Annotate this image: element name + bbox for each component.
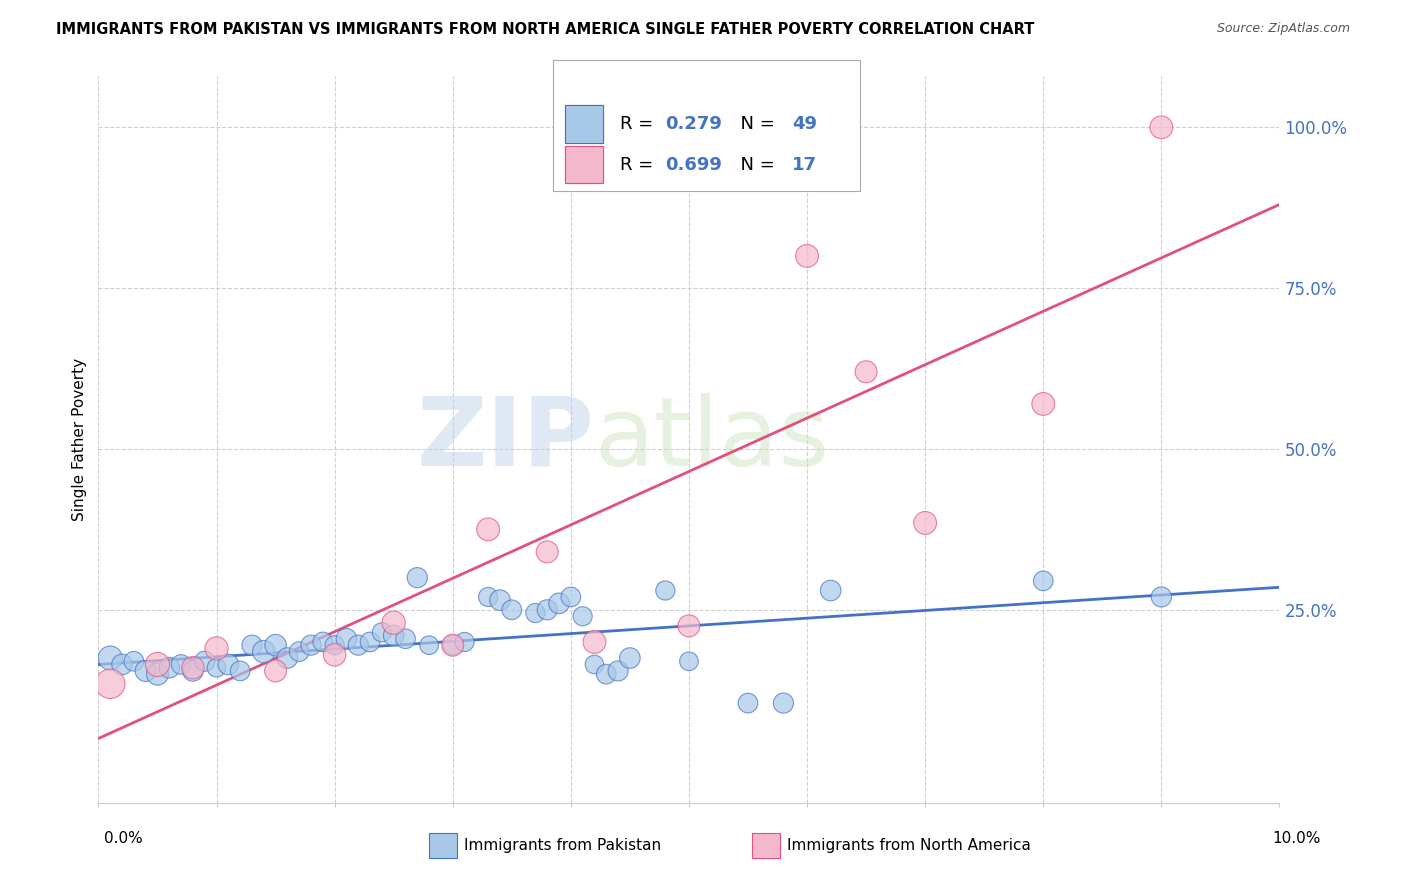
Point — [1032, 397, 1054, 411]
Point — [737, 696, 759, 710]
Point — [477, 522, 499, 536]
Point — [583, 635, 606, 649]
Point — [240, 638, 263, 652]
Point — [536, 545, 558, 559]
Point — [820, 583, 842, 598]
Text: atlas: atlas — [595, 392, 830, 486]
Point — [441, 638, 464, 652]
Y-axis label: Single Father Poverty: Single Father Poverty — [72, 358, 87, 521]
Point — [560, 590, 582, 604]
Point — [796, 249, 818, 263]
Point — [371, 625, 394, 640]
Text: IMMIGRANTS FROM PAKISTAN VS IMMIGRANTS FROM NORTH AMERICA SINGLE FATHER POVERTY : IMMIGRANTS FROM PAKISTAN VS IMMIGRANTS F… — [56, 22, 1035, 37]
FancyBboxPatch shape — [553, 60, 860, 191]
Point — [477, 590, 499, 604]
Point — [205, 641, 228, 656]
Text: 0.0%: 0.0% — [104, 831, 143, 846]
Point — [335, 632, 357, 646]
Point — [264, 638, 287, 652]
Point — [170, 657, 193, 672]
Point — [323, 638, 346, 652]
Point — [678, 654, 700, 668]
Point — [678, 619, 700, 633]
Point — [406, 571, 429, 585]
Point — [654, 583, 676, 598]
Point — [571, 609, 593, 624]
Text: Immigrants from North America: Immigrants from North America — [787, 838, 1031, 853]
Point — [146, 667, 169, 681]
Point — [122, 654, 145, 668]
Point — [146, 657, 169, 672]
Point — [299, 638, 322, 652]
Point — [595, 667, 617, 681]
Point — [194, 654, 217, 668]
Point — [229, 664, 252, 678]
Point — [323, 648, 346, 662]
Point — [217, 657, 239, 672]
Text: R =: R = — [620, 115, 659, 133]
Point — [347, 638, 370, 652]
Point — [489, 593, 512, 607]
Point — [253, 645, 276, 659]
Point — [441, 638, 464, 652]
Point — [312, 635, 335, 649]
Point — [98, 651, 121, 665]
Point — [181, 661, 204, 675]
Point — [111, 657, 134, 672]
FancyBboxPatch shape — [565, 145, 603, 184]
Point — [583, 657, 606, 672]
Point — [135, 664, 157, 678]
Text: R =: R = — [620, 155, 659, 174]
Point — [1150, 590, 1173, 604]
Point — [536, 603, 558, 617]
Text: ZIP: ZIP — [416, 392, 595, 486]
Text: 10.0%: 10.0% — [1272, 831, 1320, 846]
Point — [914, 516, 936, 530]
Point — [548, 596, 571, 610]
Text: N =: N = — [730, 115, 780, 133]
Point — [501, 603, 523, 617]
Text: 0.279: 0.279 — [665, 115, 723, 133]
Point — [157, 661, 180, 675]
FancyBboxPatch shape — [565, 105, 603, 143]
Point — [288, 645, 311, 659]
Point — [418, 638, 440, 652]
Point — [855, 365, 877, 379]
Text: 17: 17 — [792, 155, 817, 174]
Point — [276, 651, 298, 665]
Point — [772, 696, 794, 710]
Point — [619, 651, 641, 665]
Point — [453, 635, 475, 649]
Point — [264, 664, 287, 678]
Point — [382, 628, 405, 642]
Point — [205, 661, 228, 675]
Point — [607, 664, 630, 678]
Point — [359, 635, 381, 649]
Point — [382, 615, 405, 630]
Point — [524, 606, 547, 620]
Text: Source: ZipAtlas.com: Source: ZipAtlas.com — [1216, 22, 1350, 36]
Point — [394, 632, 416, 646]
Text: N =: N = — [730, 155, 780, 174]
Point — [181, 664, 204, 678]
Text: Immigrants from Pakistan: Immigrants from Pakistan — [464, 838, 661, 853]
Text: 49: 49 — [792, 115, 817, 133]
Point — [98, 677, 121, 691]
Point — [1032, 574, 1054, 588]
Text: 0.699: 0.699 — [665, 155, 723, 174]
Point — [1150, 120, 1173, 135]
